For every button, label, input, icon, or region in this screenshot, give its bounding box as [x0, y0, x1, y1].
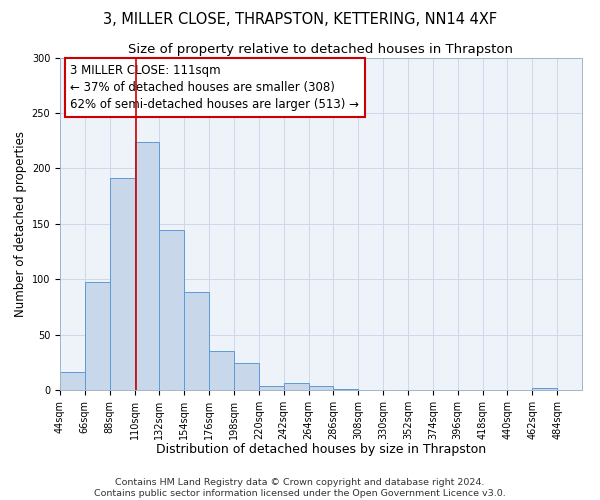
Bar: [160, 230, 184, 390]
Bar: [60, 372, 85, 390]
Bar: [308, 386, 334, 390]
Bar: [259, 386, 284, 390]
Text: 3, MILLER CLOSE, THRAPSTON, KETTERING, NN14 4XF: 3, MILLER CLOSE, THRAPSTON, KETTERING, N…: [103, 12, 497, 28]
Bar: [532, 388, 557, 390]
Bar: [334, 389, 358, 390]
Bar: [110, 178, 134, 390]
X-axis label: Distribution of detached houses by size in Thrapston: Distribution of detached houses by size …: [156, 444, 486, 456]
Bar: [85, 282, 110, 390]
Title: Size of property relative to detached houses in Thrapston: Size of property relative to detached ho…: [128, 44, 514, 57]
Text: 3 MILLER CLOSE: 111sqm
← 37% of detached houses are smaller (308)
62% of semi-de: 3 MILLER CLOSE: 111sqm ← 37% of detached…: [70, 64, 359, 111]
Text: Contains HM Land Registry data © Crown copyright and database right 2024.
Contai: Contains HM Land Registry data © Crown c…: [94, 478, 506, 498]
Y-axis label: Number of detached properties: Number of detached properties: [14, 130, 28, 317]
Bar: [134, 142, 160, 390]
Bar: [209, 351, 234, 390]
Bar: [284, 384, 308, 390]
Bar: [184, 292, 209, 390]
Bar: [234, 364, 259, 390]
